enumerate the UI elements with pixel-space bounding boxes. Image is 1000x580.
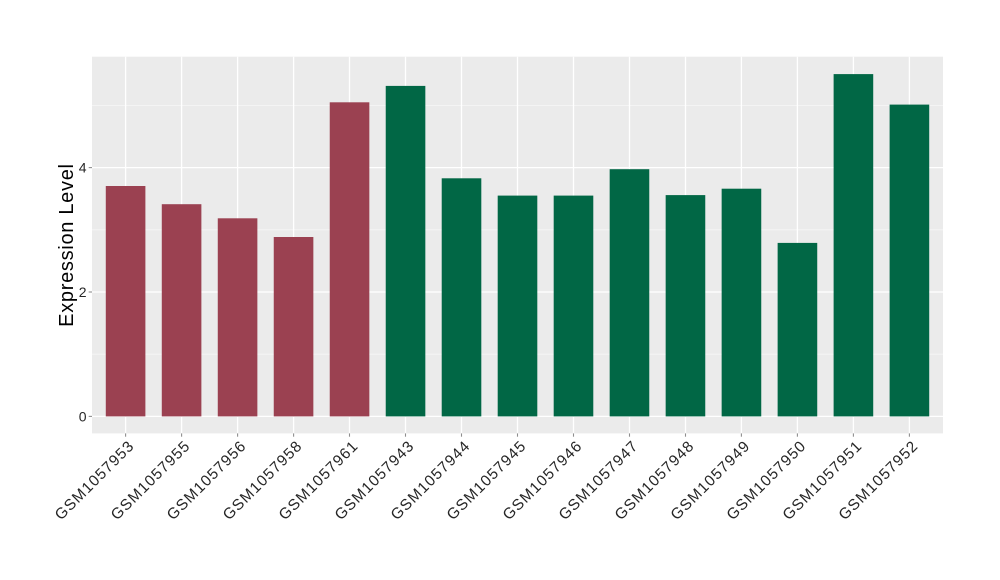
svg-text:2: 2 xyxy=(79,284,87,300)
svg-text:Expression Level: Expression Level xyxy=(56,163,78,327)
svg-text:0: 0 xyxy=(79,409,87,425)
svg-text:4: 4 xyxy=(79,160,87,176)
